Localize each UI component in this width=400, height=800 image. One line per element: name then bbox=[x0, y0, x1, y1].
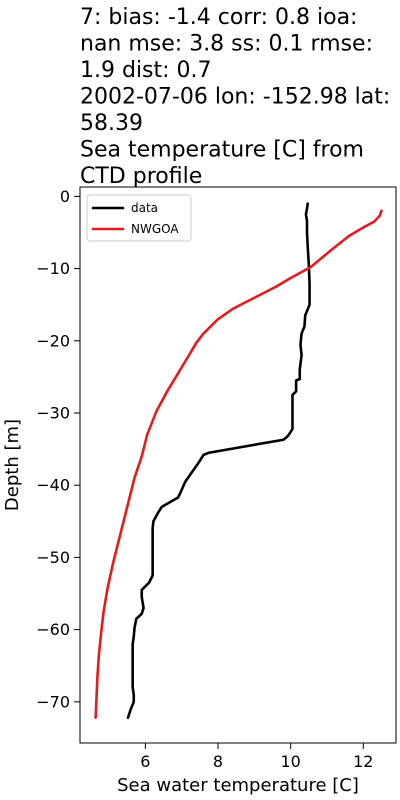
chart-title-line-6: Sea temperature [C] from bbox=[80, 138, 364, 163]
y-tick-label: −70 bbox=[36, 692, 70, 711]
plot-series bbox=[94, 202, 383, 720]
y-tick-label: −50 bbox=[36, 548, 70, 567]
y-tick-label: −60 bbox=[36, 620, 70, 639]
y-tick-label: −40 bbox=[36, 476, 70, 495]
series-line-data bbox=[126, 202, 311, 720]
y-tick-label: −30 bbox=[36, 404, 70, 423]
chart-title-line-3: 1.9 dist: 0.7 bbox=[80, 58, 212, 83]
chart-title-line-1: 7: bias: -1.4 corr: 0.8 ioa: bbox=[80, 5, 357, 30]
chart-title-line-5: 58.39 bbox=[80, 111, 143, 136]
chart-title-line-2: nan mse: 3.8 ss: 0.1 rmse: bbox=[80, 32, 373, 57]
chart-title-line-4: 2002-07-06 lon: -152.98 lat: bbox=[80, 85, 390, 110]
x-tick-label: 10 bbox=[280, 752, 300, 771]
y-axis-label: Depth [m] bbox=[2, 419, 23, 511]
legend-label-nwgoa: NWGOA bbox=[131, 222, 179, 236]
plot-area-frame bbox=[79, 186, 397, 744]
y-tick-label: −20 bbox=[36, 331, 70, 350]
x-axis-label: Sea water temperature [C] bbox=[117, 775, 359, 796]
chart-title: 7: bias: -1.4 corr: 0.8 ioa: nan mse: 3.… bbox=[80, 5, 390, 189]
axis-ticks: 6 8 10 12 0 −10 −20 −30 −40 −50 −60 −70 bbox=[36, 187, 373, 771]
x-tick-label: 12 bbox=[353, 752, 373, 771]
series-line-nwgoa bbox=[94, 209, 383, 720]
x-tick-label: 8 bbox=[213, 752, 223, 771]
y-tick-label: −10 bbox=[36, 259, 70, 278]
legend-label-data: data bbox=[131, 201, 158, 215]
chart-title-line-7: CTD profile bbox=[80, 164, 202, 189]
y-tick-label: 0 bbox=[60, 187, 70, 206]
chart-legend: data NWGOA bbox=[86, 194, 192, 242]
x-tick-label: 6 bbox=[140, 752, 150, 771]
